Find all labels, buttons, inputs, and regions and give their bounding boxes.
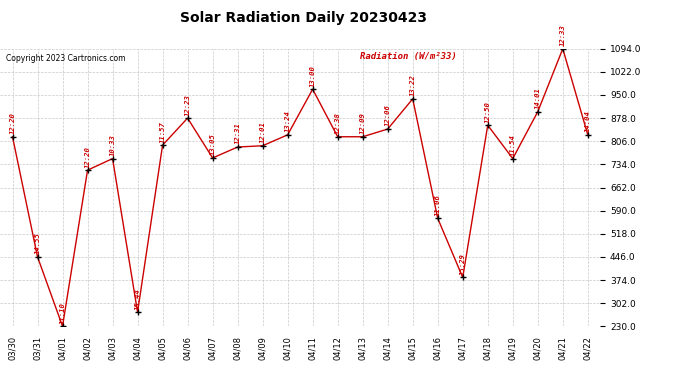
Text: 12:31: 12:31 — [235, 123, 241, 144]
Text: 14:04: 14:04 — [585, 110, 591, 132]
Text: 15:29: 15:29 — [460, 253, 466, 275]
Text: 11:06: 11:06 — [435, 194, 441, 216]
Text: 12:33: 12:33 — [560, 24, 566, 46]
Text: 12:09: 12:09 — [359, 112, 366, 134]
Text: 12:20: 12:20 — [85, 146, 90, 168]
Text: Copyright 2023 Cartronics.com: Copyright 2023 Cartronics.com — [6, 54, 126, 63]
Text: 12:23: 12:23 — [185, 94, 190, 116]
Text: 11:10: 11:10 — [59, 302, 66, 324]
Text: 12:01: 12:01 — [259, 121, 266, 143]
Text: 12:50: 12:50 — [485, 101, 491, 123]
Text: 14:55: 14:55 — [34, 232, 41, 254]
Text: 12:38: 12:38 — [335, 112, 341, 134]
Text: 10:33: 10:33 — [110, 134, 115, 156]
Text: 12:20: 12:20 — [10, 112, 15, 134]
Text: 11:54: 11:54 — [510, 134, 515, 156]
Text: 14:01: 14:01 — [535, 87, 541, 109]
Text: 13:22: 13:22 — [410, 74, 415, 96]
Text: 13:24: 13:24 — [285, 110, 290, 132]
Text: 11:57: 11:57 — [159, 121, 166, 142]
Text: 15:44: 15:44 — [135, 288, 141, 309]
Text: Radiation (W/m²33): Radiation (W/m²33) — [360, 51, 457, 60]
Text: 13:05: 13:05 — [210, 134, 215, 155]
Text: 13:00: 13:00 — [310, 65, 315, 87]
Text: 12:06: 12:06 — [385, 105, 391, 126]
Text: Solar Radiation Daily 20230423: Solar Radiation Daily 20230423 — [180, 11, 427, 25]
